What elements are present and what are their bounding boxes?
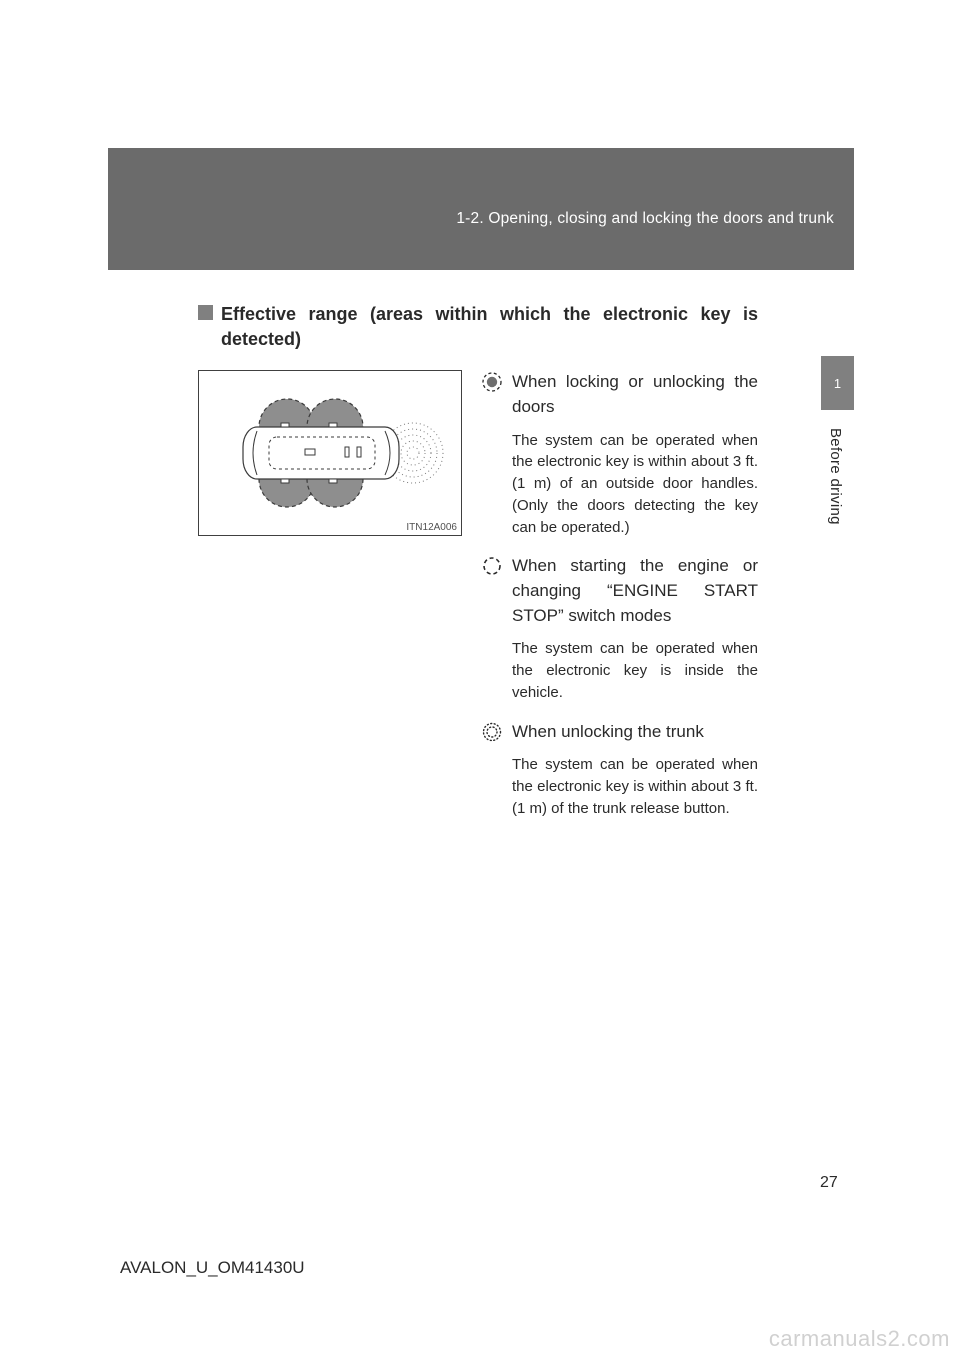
dashed-circle-icon: [482, 556, 502, 576]
solid-dashed-circle-icon: [482, 372, 502, 392]
figure: ITN12A006: [198, 370, 462, 835]
figure-caption: ITN12A006: [406, 522, 457, 533]
dotted-circle-icon: [482, 722, 502, 742]
item-title: When unlocking the trunk: [512, 720, 758, 745]
figure-frame: ITN12A006: [198, 370, 462, 536]
items-column: When locking or unlocking the doors The …: [482, 370, 758, 835]
range-item: When unlocking the trunk The system can …: [482, 720, 758, 820]
watermark: carmanuals2.com: [769, 1326, 950, 1352]
item-title: When locking or unlocking the doors: [512, 370, 758, 419]
section-side-label: Before driving: [827, 428, 844, 525]
range-item: When locking or unlocking the doors The …: [482, 370, 758, 538]
page-number: 27: [820, 1174, 838, 1192]
body-row: ITN12A006 When locking or unlocking the …: [198, 370, 758, 835]
car-outline: [243, 427, 399, 479]
heading-bullet-icon: [198, 305, 213, 320]
heading-row: Effective range (areas within which the …: [198, 302, 758, 352]
item-desc: The system can be operated when the elec…: [512, 430, 758, 539]
item-title: When starting the engine or changing “EN…: [512, 554, 758, 628]
item-texts: When starting the engine or changing “EN…: [512, 554, 758, 703]
page-content: Effective range (areas within which the …: [198, 302, 758, 835]
item-texts: When locking or unlocking the doors The …: [512, 370, 758, 538]
document-code: AVALON_U_OM41430U: [120, 1258, 305, 1278]
item-desc: The system can be operated when the elec…: [512, 754, 758, 819]
item-desc: The system can be operated when the elec…: [512, 638, 758, 703]
header-band: 1-2. Opening, closing and locking the do…: [108, 148, 854, 270]
heading-text: Effective range (areas within which the …: [221, 302, 758, 352]
section-tab: 1: [821, 356, 854, 410]
item-texts: When unlocking the trunk The system can …: [512, 720, 758, 820]
range-item: When starting the engine or changing “EN…: [482, 554, 758, 703]
section-tab-number: 1: [834, 376, 841, 391]
effective-range-diagram: [199, 371, 461, 535]
header-section-text: 1-2. Opening, closing and locking the do…: [456, 210, 834, 228]
